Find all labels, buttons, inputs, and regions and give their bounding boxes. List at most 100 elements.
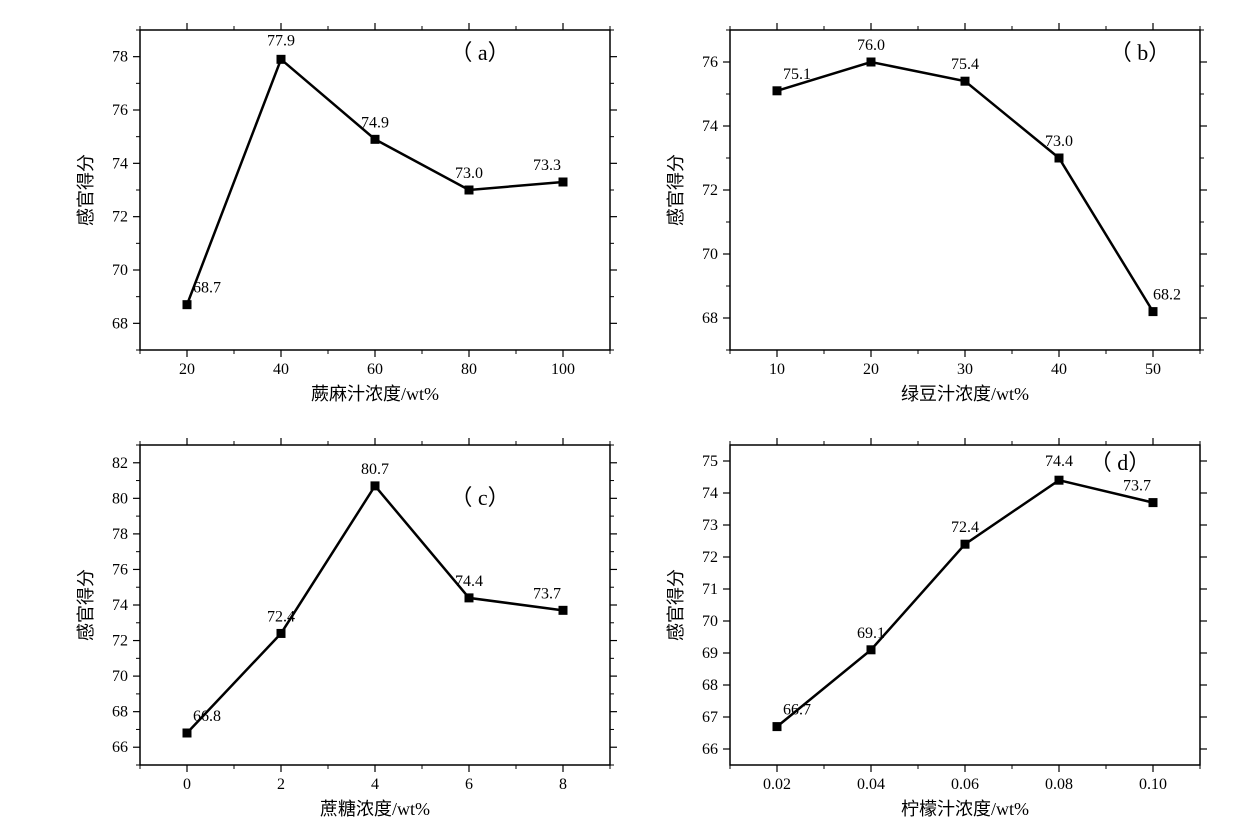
y-tick-label: 68	[112, 704, 128, 721]
point-label: 77.9	[267, 32, 295, 49]
data-marker	[867, 646, 875, 654]
chart-svg: 20406080100687072747678蕨麻汁浓度/wt%感官得分68.7…	[0, 0, 1240, 831]
x-axis-label: 柠檬汁浓度/wt%	[901, 799, 1029, 819]
point-label: 80.7	[361, 461, 389, 478]
y-tick-label: 76	[702, 54, 718, 71]
y-tick-label: 76	[112, 102, 128, 119]
data-marker	[371, 482, 379, 490]
data-marker	[465, 594, 473, 602]
y-tick-label: 72	[112, 633, 128, 650]
y-tick-label: 74	[702, 118, 718, 135]
point-label: 76.0	[857, 37, 885, 54]
x-tick-label: 50	[1145, 361, 1161, 378]
y-tick-label: 72	[702, 549, 718, 566]
y-tick-label: 74	[112, 597, 128, 614]
y-tick-label: 70	[112, 668, 128, 685]
x-tick-label: 0.02	[763, 776, 791, 793]
y-tick-label: 73	[702, 517, 718, 534]
data-marker	[1149, 499, 1157, 507]
y-tick-label: 74	[112, 155, 128, 172]
x-tick-label: 2	[277, 776, 285, 793]
y-tick-label: 76	[112, 561, 128, 578]
data-marker	[773, 723, 781, 731]
x-tick-label: 0.04	[857, 776, 885, 793]
data-marker	[867, 58, 875, 66]
x-tick-label: 6	[465, 776, 473, 793]
x-tick-label: 40	[1051, 361, 1067, 378]
x-tick-label: 100	[551, 361, 575, 378]
point-label: 73.0	[1045, 133, 1073, 150]
y-tick-label: 74	[702, 485, 718, 502]
point-label: 73.0	[455, 165, 483, 182]
y-tick-label: 78	[112, 526, 128, 543]
y-tick-label: 80	[112, 490, 128, 507]
y-tick-label: 68	[112, 315, 128, 332]
x-tick-label: 0.06	[951, 776, 979, 793]
point-label: 68.7	[193, 280, 221, 297]
figure-container: 20406080100687072747678蕨麻汁浓度/wt%感官得分68.7…	[0, 0, 1240, 831]
y-tick-label: 70	[702, 246, 718, 263]
y-tick-label: 68	[702, 677, 718, 694]
data-marker	[961, 77, 969, 85]
x-tick-label: 20	[179, 361, 195, 378]
y-tick-label: 75	[702, 453, 718, 470]
x-tick-label: 20	[863, 361, 879, 378]
point-label: 74.9	[361, 114, 389, 131]
x-axis-label: 蔗糖浓度/wt%	[320, 799, 430, 819]
x-tick-label: 10	[769, 361, 785, 378]
point-label: 72.4	[951, 519, 979, 536]
data-marker	[559, 178, 567, 186]
data-marker	[183, 729, 191, 737]
point-label: 75.1	[783, 66, 811, 83]
y-axis-label: 感官得分	[76, 569, 96, 641]
point-label: 73.7	[1123, 478, 1151, 495]
data-marker	[559, 606, 567, 614]
y-axis-label: 感官得分	[666, 154, 686, 226]
data-marker	[1055, 154, 1063, 162]
y-tick-label: 66	[702, 741, 718, 758]
data-marker	[277, 629, 285, 637]
x-tick-label: 8	[559, 776, 567, 793]
panel-label-a: （ a）	[450, 40, 509, 65]
y-tick-label: 69	[702, 645, 718, 662]
x-tick-label: 4	[371, 776, 379, 793]
y-tick-label: 71	[702, 581, 718, 598]
x-tick-label: 0	[183, 776, 191, 793]
y-tick-label: 72	[702, 182, 718, 199]
data-marker	[961, 540, 969, 548]
x-tick-label: 0.08	[1045, 776, 1073, 793]
data-marker	[277, 55, 285, 63]
y-tick-label: 67	[702, 709, 718, 726]
x-tick-label: 0.10	[1139, 776, 1167, 793]
data-marker	[1149, 308, 1157, 316]
y-axis-label: 感官得分	[666, 569, 686, 641]
data-marker	[773, 87, 781, 95]
point-label: 73.7	[533, 585, 561, 602]
x-axis-label: 绿豆汁浓度/wt%	[901, 384, 1029, 404]
y-axis-label: 感官得分	[76, 154, 96, 226]
x-tick-label: 30	[957, 361, 973, 378]
data-marker	[465, 186, 473, 194]
y-tick-label: 78	[112, 49, 128, 66]
point-label: 75.4	[951, 56, 979, 73]
x-tick-label: 60	[367, 361, 383, 378]
point-label: 73.3	[533, 157, 561, 174]
y-tick-label: 72	[112, 209, 128, 226]
y-tick-label: 66	[112, 739, 128, 756]
point-label: 68.2	[1153, 287, 1181, 304]
data-marker	[371, 135, 379, 143]
y-tick-label: 70	[112, 262, 128, 279]
data-marker	[183, 301, 191, 309]
x-axis-label: 蕨麻汁浓度/wt%	[311, 384, 439, 404]
y-tick-label: 70	[702, 613, 718, 630]
point-label: 66.8	[193, 708, 221, 725]
x-tick-label: 40	[273, 361, 289, 378]
panel-label-c: （ c）	[450, 485, 509, 510]
point-label: 66.7	[783, 702, 811, 719]
panel-label-d: （ d）	[1090, 450, 1151, 475]
data-marker	[1055, 476, 1063, 484]
x-tick-label: 80	[461, 361, 477, 378]
point-label: 74.4	[1045, 453, 1073, 470]
point-label: 69.1	[857, 625, 885, 642]
panel-label-b: （ b）	[1110, 40, 1171, 65]
